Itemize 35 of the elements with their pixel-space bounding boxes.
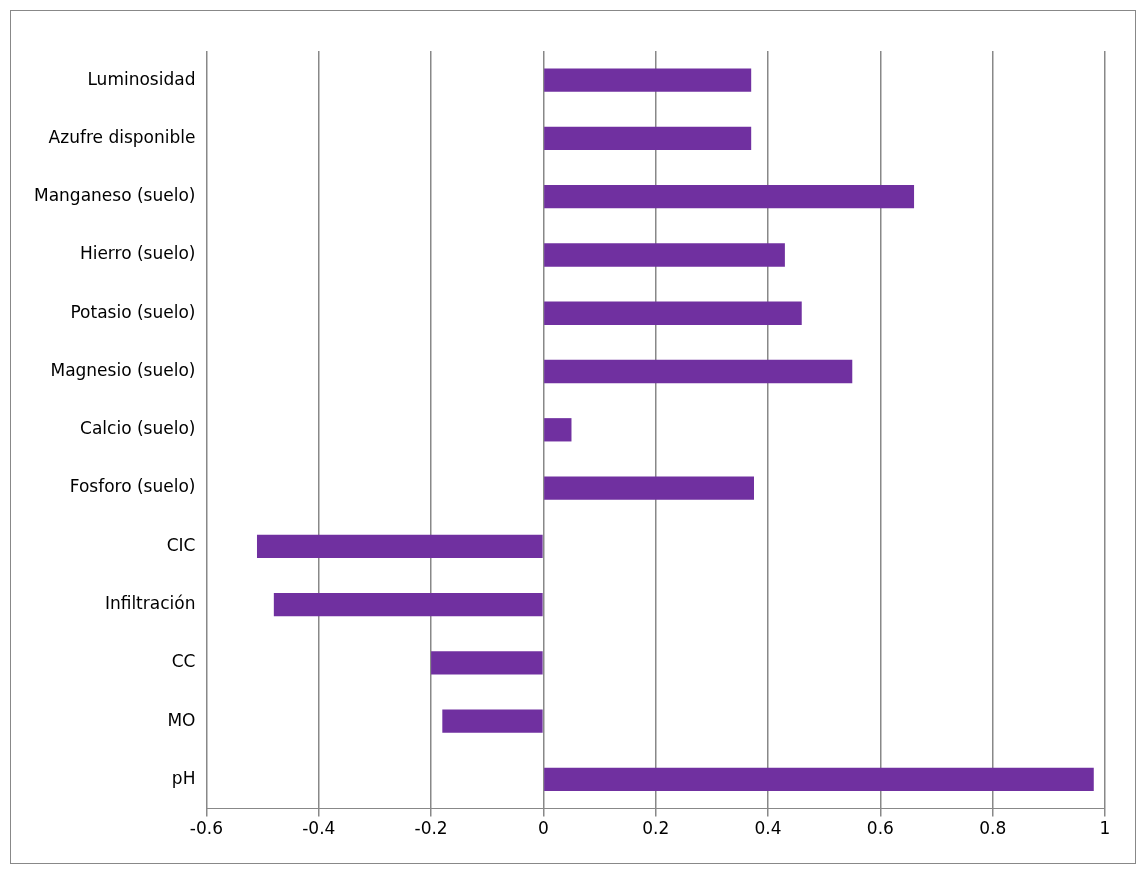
y-tick-label: Manganeso (suelo) xyxy=(33,185,196,206)
bar xyxy=(544,126,752,151)
bar xyxy=(544,68,752,92)
bar xyxy=(442,709,543,733)
bar xyxy=(544,767,1094,792)
y-tick-label: Hierro (suelo) xyxy=(79,243,196,264)
x-tick-label: -0.2 xyxy=(414,818,448,839)
bar xyxy=(273,592,543,617)
bar xyxy=(544,418,572,442)
x-tick-label: -0.6 xyxy=(189,818,224,839)
bar xyxy=(544,359,853,384)
y-tick-label: CC xyxy=(171,651,196,672)
x-tick-label: 0 xyxy=(537,818,549,839)
bar xyxy=(431,651,543,675)
bar xyxy=(256,534,543,559)
y-tick-label: CIC xyxy=(166,534,196,555)
y-tick-label: Fosforo (suelo) xyxy=(69,476,196,497)
y-tick-label: Infiltración xyxy=(104,593,196,614)
bar xyxy=(544,301,802,325)
y-tick-label: MO xyxy=(167,709,196,730)
x-tick-label: 0.6 xyxy=(866,818,894,839)
y-tick-label: Azufre disponible xyxy=(48,126,196,147)
bar xyxy=(544,476,754,500)
y-tick-label: Magnesio (suelo) xyxy=(50,359,196,380)
bar xyxy=(544,243,785,267)
x-tick-label: 0.4 xyxy=(754,818,782,839)
x-tick-label: -0.4 xyxy=(302,818,336,839)
y-tick-label: Luminosidad xyxy=(87,68,196,89)
x-tick-label: 1 xyxy=(1099,818,1111,839)
bar xyxy=(544,185,915,209)
x-tick-label: 0.2 xyxy=(642,818,670,839)
y-tick-label: Potasio (suelo) xyxy=(70,301,196,322)
y-tick-label: Calcio (suelo) xyxy=(80,418,196,439)
y-tick-label: pH xyxy=(171,767,196,788)
x-tick-label: 0.8 xyxy=(979,818,1007,839)
